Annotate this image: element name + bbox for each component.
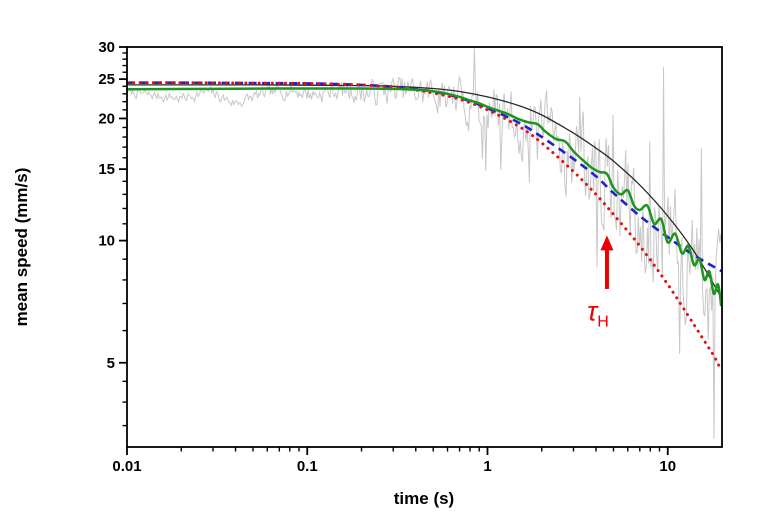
x-axis-title: time (s) (394, 489, 454, 508)
smoothed-speed-green (127, 87, 722, 307)
tau-h-label: τH (587, 297, 609, 331)
x-tick-label: 1 (483, 458, 491, 475)
y-tick-label: 20 (98, 110, 115, 127)
series-layer (127, 47, 722, 440)
annotation-layer: τH (587, 235, 614, 331)
plot-frame (126, 46, 723, 448)
model-fit-thin-black (127, 84, 722, 299)
y-tick-label: 5 (107, 355, 115, 372)
x-tick-label: 0.01 (112, 458, 141, 475)
model-fit-blue-dashed (127, 81, 722, 273)
axes-layer: 0.01 0.1 1 10 5 10 15 20 25 30 (98, 39, 723, 475)
y-axis-title: mean speed (mm/s) (12, 168, 31, 327)
model-fit-red-dotted (127, 81, 722, 370)
tau-h-subscript: H (597, 314, 609, 331)
y-tick-label: 15 (98, 161, 115, 178)
raw-speed-trace (127, 47, 722, 440)
x-tick-label: 10 (659, 458, 676, 475)
y-tick-label: 30 (98, 39, 115, 56)
x-tick-label: 0.1 (297, 458, 318, 475)
y-tick-label: 10 (98, 233, 115, 250)
y-tick-label: 25 (98, 71, 115, 88)
tau-arrow-head (600, 235, 614, 251)
